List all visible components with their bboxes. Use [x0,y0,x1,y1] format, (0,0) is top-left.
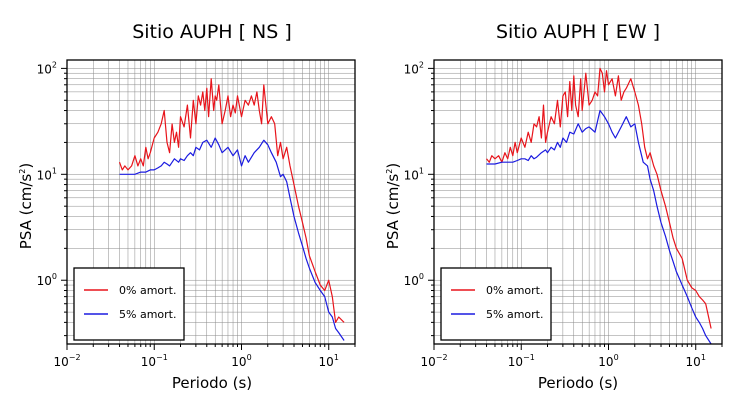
legend-label: 5% amort. [486,308,543,321]
x-tick-label: 101 [686,353,706,369]
grid-lines [66,60,356,344]
y-axis-label: PSA (cm/s2) [384,163,402,249]
y-tick-label: 102 [404,60,424,76]
legend-label: 0% amort. [486,284,543,297]
x-tick-label: 101 [319,353,339,369]
x-axis-label: Periodo (s) [172,374,252,392]
y-tick-label: 101 [404,166,424,182]
legend: 0% amort. 5% amort. [440,267,552,341]
series-line-red [118,78,345,323]
x-tick-label: 10−1 [508,353,535,369]
x-axis-label: Periodo (s) [538,374,618,392]
series-lines [118,78,345,341]
chart-title: Sitio AUPH [ NS ] [132,21,292,43]
series-line-blue [486,109,712,345]
x-tick-label: 10−2 [53,353,80,369]
plot-frame [433,59,723,345]
series-lines [486,67,712,345]
legend: 0% amort. 5% amort. [73,267,185,341]
legend-box [440,267,552,341]
y-tick-label: 102 [37,60,57,76]
plot-frame [66,59,356,345]
series-line-blue [119,137,345,341]
chart-title: Sitio AUPH [ EW ] [496,21,660,43]
legend-label: 5% amort. [119,308,176,321]
y-tick-label: 100 [404,272,424,288]
y-axis-label: PSA (cm/s2) [17,163,35,249]
series-line-red [486,67,712,329]
chart-panel-ns: Sitio AUPH [ NS ] Periodo (s) PSA (cm/s2… [17,21,356,392]
y-tick-label: 101 [37,166,57,182]
axis-ticks: 10−2 10−1 100 101 100 101 102 [404,60,723,369]
y-tick-label: 100 [37,272,57,288]
legend-box [73,267,185,341]
chart-panel-ew: Sitio AUPH [ EW ] Periodo (s) PSA (cm/s2… [384,21,723,392]
x-tick-label: 100 [598,353,618,369]
x-tick-label: 10−2 [420,353,447,369]
x-tick-label: 10−1 [141,353,168,369]
legend-label: 0% amort. [119,284,176,297]
x-tick-label: 100 [231,353,251,369]
axis-ticks: 10−2 10−1 100 101 100 101 102 [37,60,356,369]
